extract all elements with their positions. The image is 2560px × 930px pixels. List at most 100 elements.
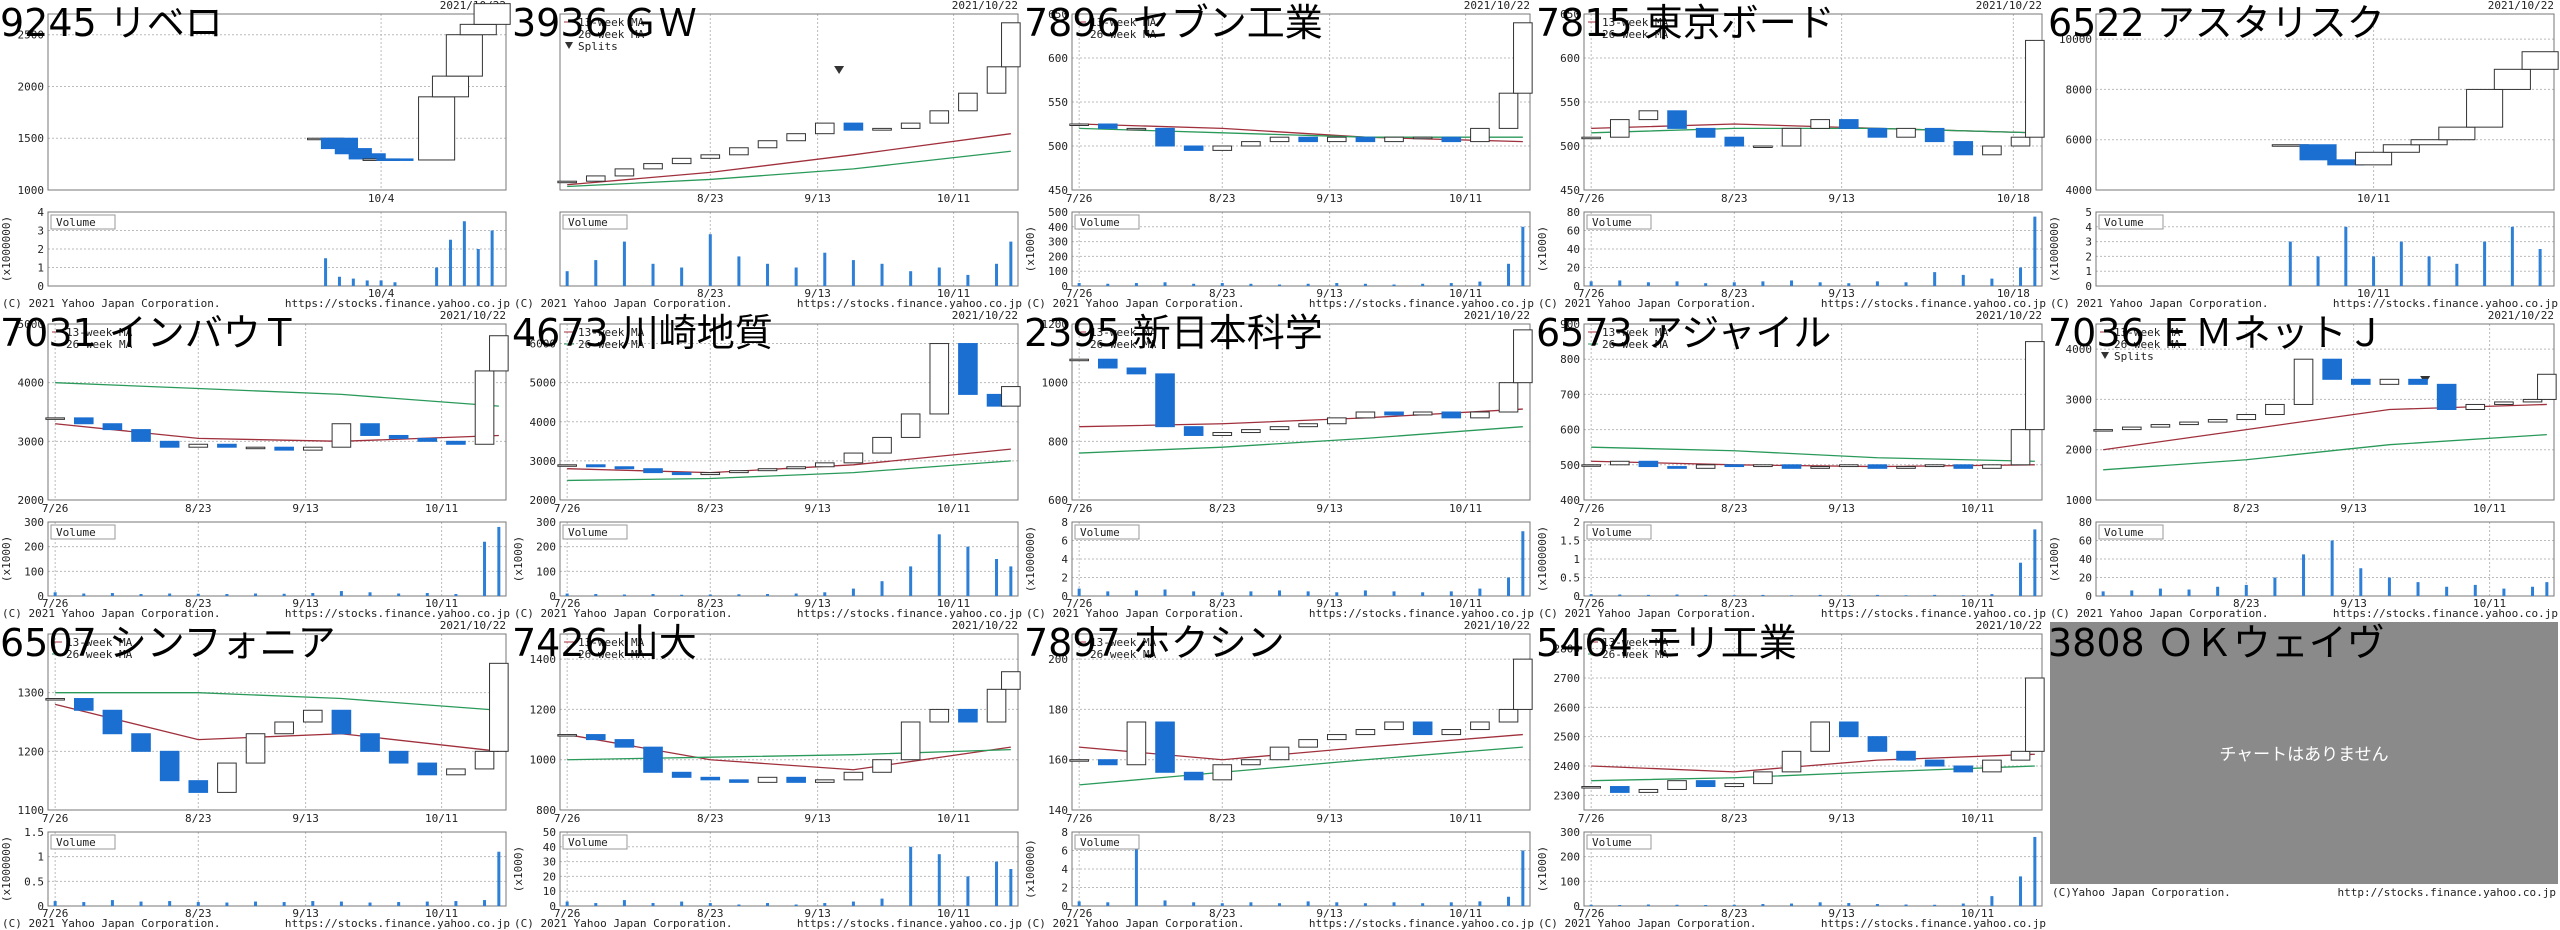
y-tick-label: 8 <box>1061 826 1068 839</box>
moving-average <box>567 448 1011 474</box>
volume-bar <box>909 271 913 286</box>
volume-frame <box>2095 211 2555 287</box>
y-tick-label: 1 <box>1573 553 1580 566</box>
volume-bar <box>2288 241 2292 286</box>
stock-panel: 2021/10/2211001200130000.511.57/267/268/… <box>0 619 510 930</box>
source-url: https://stocks.finance.yahoo.co.jp <box>1309 607 1534 620</box>
price-frame <box>2095 323 2555 501</box>
candle <box>1896 127 1916 138</box>
stock-title: 3808 ＯＫウェイヴ <box>2048 621 2385 665</box>
x-tick-label: 9/13 <box>292 502 319 515</box>
candle <box>459 23 497 36</box>
y-tick-label: 550 <box>1048 96 1068 109</box>
y-tick-label: 1000 <box>1042 377 1069 390</box>
candle <box>73 417 94 425</box>
candle <box>900 122 921 129</box>
candle <box>1470 721 1490 731</box>
candle <box>2179 421 2199 426</box>
candle <box>1212 764 1233 781</box>
candle <box>1867 127 1888 138</box>
stock-title: 5464 モリ工業 <box>1536 621 1797 665</box>
x-tick-label: 8/23 <box>1209 907 1236 920</box>
candle <box>1581 464 1601 467</box>
candle <box>446 440 466 445</box>
volume-bar <box>1646 282 1650 286</box>
legend-label: 26-week MA <box>66 648 133 661</box>
stock-panel: チャートはありません (C)Yahoo Japan Corporation. htt… <box>2048 621 2558 899</box>
candle <box>1667 110 1687 129</box>
volume-legend: Volume <box>1080 216 1120 229</box>
candle <box>2236 414 2257 421</box>
volume-frame <box>559 211 1019 287</box>
candle <box>2093 429 2113 432</box>
volume-bar <box>476 249 480 286</box>
y-tick-label: 3000 <box>2066 393 2093 406</box>
candle <box>1781 464 1802 469</box>
candle <box>585 175 606 182</box>
stock-title: 6573 アジャイル <box>1536 311 1831 355</box>
volume-bar <box>1478 901 1482 906</box>
candle <box>729 470 749 474</box>
y-tick-label: 1300 <box>18 687 45 700</box>
candle <box>1155 373 1175 428</box>
volume-bar <box>483 541 487 596</box>
copyright: (C) 2021 Yahoo Japan Corporation. <box>1026 607 1245 620</box>
y-tick-label: 2000 <box>18 494 45 507</box>
legend-label: 13-week MA <box>578 16 645 29</box>
volume-bar <box>851 588 855 596</box>
y-tick-label: 600 <box>1048 494 1068 507</box>
candle <box>1126 367 1147 375</box>
legend-label: 13-week MA <box>1602 16 1669 29</box>
candle <box>1384 136 1404 143</box>
candle <box>1269 136 1290 143</box>
y-tick-label: 0 <box>37 590 44 603</box>
y-tick-label: 0.5 <box>24 875 44 888</box>
volume-bar <box>1675 281 1679 286</box>
copyright: (C) 2021 Yahoo Japan Corporation. <box>1538 297 1757 310</box>
volume-bar <box>2216 586 2220 596</box>
y-tick-label: 8 <box>1061 516 1068 529</box>
x-tick-label: 10/11 <box>937 907 970 920</box>
x-tick-label: 10/18 <box>1997 287 2030 300</box>
candle <box>872 759 892 773</box>
y-tick-label: 500 <box>1560 459 1580 472</box>
volume-bar <box>1589 904 1593 906</box>
candle <box>1298 136 1318 143</box>
candle <box>671 771 692 778</box>
y-tick-label: 650 <box>1048 8 1068 21</box>
volume-bar <box>2033 529 2037 596</box>
x-tick-label: 7/26 <box>1066 502 1093 515</box>
volume-bar <box>1790 280 1794 286</box>
candle <box>159 750 180 782</box>
y-tick-label: 4 <box>2085 221 2092 234</box>
volume-bar <box>53 901 57 906</box>
y-tick-label: 2000 <box>530 494 557 507</box>
source-url: https://stocks.finance.yahoo.co.jp <box>1309 917 1534 930</box>
volume-bar <box>1507 263 1511 286</box>
stock-panel: 2021/10/2210001500200025000123410/410/4(… <box>0 0 511 310</box>
volume-bar <box>880 898 884 906</box>
volume-bar <box>1163 900 1167 906</box>
candle <box>614 739 635 748</box>
y-tick-label: 6000 <box>530 338 557 351</box>
volume-unit: (x100000) <box>1024 839 1037 899</box>
y-tick-label: 4000 <box>18 377 45 390</box>
y-tick-label: 0 <box>37 900 44 913</box>
volume-unit: (x1000) <box>512 536 525 582</box>
no-chart-box <box>2050 622 2558 884</box>
candle <box>729 147 749 156</box>
x-tick-label: 9/13 <box>292 812 319 825</box>
candle <box>2537 373 2557 400</box>
y-tick-label: 400 <box>1560 494 1580 507</box>
candle <box>1355 729 1376 736</box>
candle <box>1810 466 1830 469</box>
y-tick-label: 2000 <box>18 80 45 93</box>
candle <box>1326 734 1347 741</box>
volume-bar <box>1392 591 1396 596</box>
volume-bar <box>1335 592 1339 596</box>
x-tick-label: 8/23 <box>697 907 724 920</box>
volume-bar <box>1106 902 1110 906</box>
candle <box>2379 378 2400 385</box>
volume-bar <box>397 902 401 906</box>
volume-legend: Volume <box>568 526 608 539</box>
